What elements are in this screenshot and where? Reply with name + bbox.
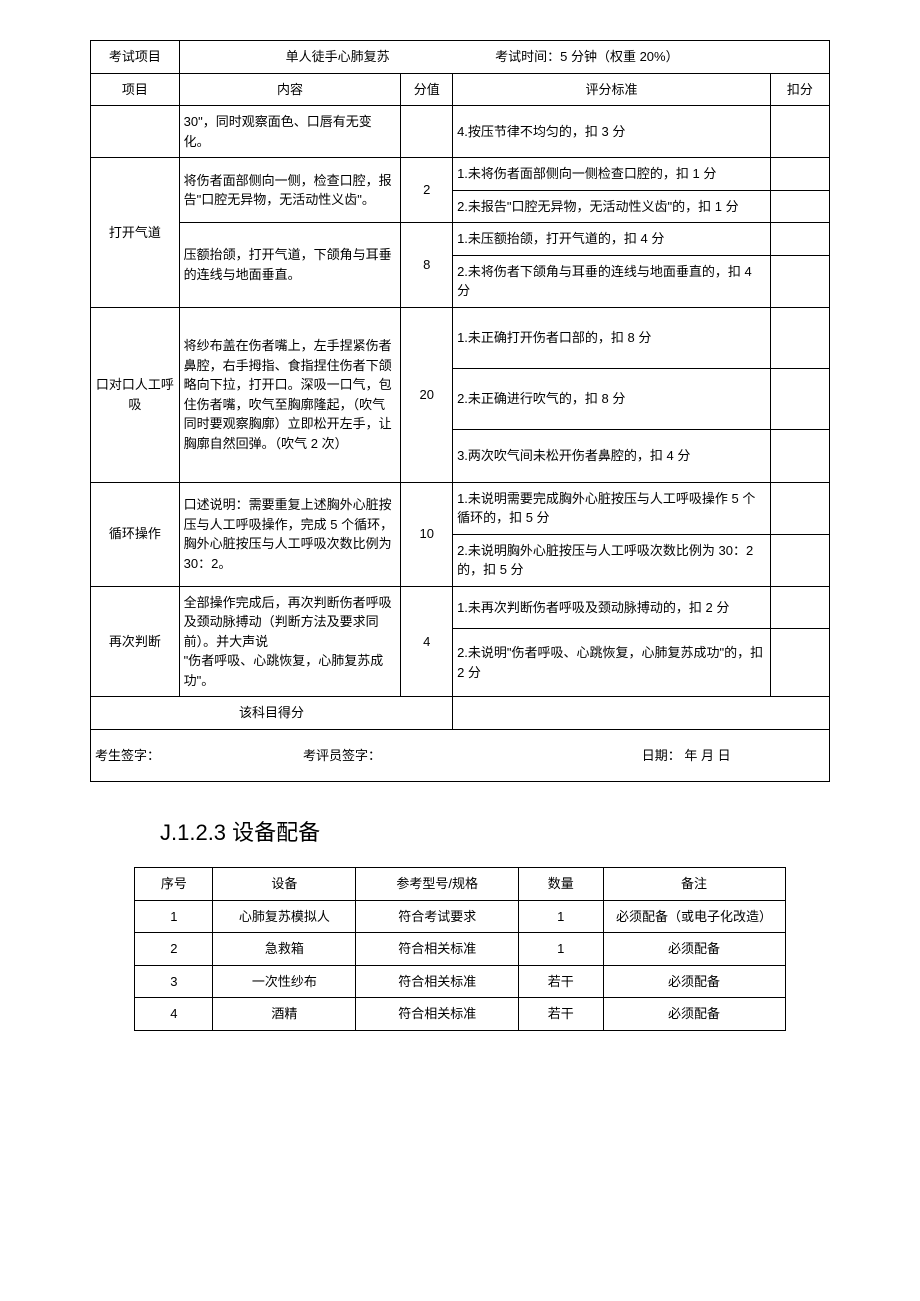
prev-project	[91, 106, 180, 158]
equip-h1: 序号	[135, 868, 213, 901]
sig-examiner: 考评员签字：	[303, 746, 551, 766]
equip-n: 1	[135, 900, 213, 933]
rescue-score: 20	[401, 307, 453, 482]
airway-deduct-2b	[770, 255, 829, 307]
airway-row-1a: 打开气道 将伤者面部侧向一侧，检查口腔，报告"口腔无异物，无活动性义齿"。 2 …	[91, 158, 830, 191]
airway-criteria-1b: 2.未报告"口腔无异物，无活动性义齿"的，扣 1 分	[453, 190, 771, 223]
rescue-criteria-1c: 3.两次吹气间未松开伤者鼻腔的，扣 4 分	[453, 429, 771, 482]
airway-row-2a: 压额抬颌，打开气道，下颌角与耳垂的连线与地面垂直。 8 1.未压额抬颌，打开气道…	[91, 223, 830, 256]
col-project: 项目	[91, 73, 180, 106]
exam-header-cell: 单人徒手心肺复苏 考试时间：5 分钟（权重 20%）	[179, 41, 829, 74]
equip-spec: 符合相关标准	[356, 933, 519, 966]
equip-note: 必须配备	[603, 933, 785, 966]
recheck-project: 再次判断	[91, 586, 180, 697]
equip-dev: 急救箱	[213, 933, 356, 966]
airway-score-2: 8	[401, 223, 453, 308]
equip-dev: 一次性纱布	[213, 965, 356, 998]
exam-item-label: 考试项目	[91, 41, 180, 74]
airway-score-1: 2	[401, 158, 453, 223]
col-score: 分值	[401, 73, 453, 106]
rescue-project: 口对口人工呼吸	[91, 307, 180, 482]
equip-qty: 若干	[519, 998, 604, 1031]
col-content: 内容	[179, 73, 401, 106]
sig-date: 日期： 年 月 日	[555, 746, 818, 766]
equip-n: 4	[135, 998, 213, 1031]
equip-dev: 酒精	[213, 998, 356, 1031]
prev-score	[401, 106, 453, 158]
cycle-deduct-1b	[770, 534, 829, 586]
equip-n: 2	[135, 933, 213, 966]
equip-note: 必须配备	[603, 998, 785, 1031]
airway-project: 打开气道	[91, 158, 180, 308]
prev-fragment-row: 30"，同时观察面色、口唇有无变化。 4.按压节律不均匀的，扣 3 分	[91, 106, 830, 158]
equip-n: 3	[135, 965, 213, 998]
recheck-score: 4	[401, 586, 453, 697]
equip-note: 必须配备（或电子化改造）	[603, 900, 785, 933]
equip-qty: 1	[519, 900, 604, 933]
cycle-criteria-1a: 1.未说明需要完成胸外心脏按压与人工呼吸操作 5 个循环的，扣 5 分	[453, 482, 771, 534]
col-deduct: 扣分	[770, 73, 829, 106]
recheck-criteria-1b: 2.未说明"伤者呼吸、心跳恢复，心肺复苏成功"的，扣 2 分	[453, 629, 771, 697]
equip-h2: 设备	[213, 868, 356, 901]
exam-item-value: 单人徒手心肺复苏	[184, 47, 492, 67]
cycle-row-1a: 循环操作 口述说明：需要重复上述胸外心脏按压与人工呼吸操作，完成 5 个循环，胸…	[91, 482, 830, 534]
col-criteria: 评分标准	[453, 73, 771, 106]
cycle-content: 口述说明：需要重复上述胸外心脏按压与人工呼吸操作，完成 5 个循环，胸外心脏按压…	[179, 482, 401, 586]
equip-dev: 心肺复苏模拟人	[213, 900, 356, 933]
equip-h3: 参考型号/规格	[356, 868, 519, 901]
equip-spec: 符合相关标准	[356, 965, 519, 998]
recheck-deduct-1a	[770, 586, 829, 629]
cycle-deduct-1a	[770, 482, 829, 534]
equip-row: 4 酒精 符合相关标准 若干 必须配备	[135, 998, 785, 1031]
cycle-project: 循环操作	[91, 482, 180, 586]
airway-deduct-1b	[770, 190, 829, 223]
equip-spec: 符合相关标准	[356, 998, 519, 1031]
signature-cell: 考生签字： 考评员签字： 日期： 年 月 日	[91, 729, 830, 782]
airway-criteria-2b: 2.未将伤者下颌角与耳垂的连线与地面垂直的，扣 4 分	[453, 255, 771, 307]
equip-header-row: 序号 设备 参考型号/规格 数量 备注	[135, 868, 785, 901]
column-header-row: 项目 内容 分值 评分标准 扣分	[91, 73, 830, 106]
cycle-criteria-1b: 2.未说明胸外心脏按压与人工呼吸次数比例为 30：2 的，扣 5 分	[453, 534, 771, 586]
prev-content: 30"，同时观察面色、口唇有无变化。	[179, 106, 401, 158]
recheck-content: 全部操作完成后，再次判断伤者呼吸及颈动脉搏动（判断方法及要求同前）。并大声说 "…	[179, 586, 401, 697]
prev-criteria: 4.按压节律不均匀的，扣 3 分	[453, 106, 771, 158]
equip-h5: 备注	[603, 868, 785, 901]
subject-score-label: 该科目得分	[91, 697, 453, 730]
section-heading: J.1.2.3 设备配备	[160, 816, 830, 849]
equip-row: 3 一次性纱布 符合相关标准 若干 必须配备	[135, 965, 785, 998]
prev-deduct	[770, 106, 829, 158]
equip-qty: 1	[519, 933, 604, 966]
equipment-table: 序号 设备 参考型号/规格 数量 备注 1 心肺复苏模拟人 符合考试要求 1 必…	[134, 867, 785, 1031]
rescue-deduct-1c	[770, 429, 829, 482]
equip-note: 必须配备	[603, 965, 785, 998]
rescue-criteria-1a: 1.未正确打开伤者口部的，扣 8 分	[453, 307, 771, 368]
rescue-deduct-1b	[770, 368, 829, 429]
recheck-deduct-1b	[770, 629, 829, 697]
equip-row: 2 急救箱 符合相关标准 1 必须配备	[135, 933, 785, 966]
airway-deduct-2a	[770, 223, 829, 256]
airway-content-2: 压额抬颌，打开气道，下颌角与耳垂的连线与地面垂直。	[179, 223, 401, 308]
rescue-row-1a: 口对口人工呼吸 将纱布盖在伤者嘴上，左手捏紧伤者鼻腔，右手拇指、食指捏住伤者下颌…	[91, 307, 830, 368]
airway-criteria-2a: 1.未压额抬颌，打开气道的，扣 4 分	[453, 223, 771, 256]
rescue-content: 将纱布盖在伤者嘴上，左手捏紧伤者鼻腔，右手拇指、食指捏住伤者下颌略向下拉，打开口…	[179, 307, 401, 482]
recheck-row-1a: 再次判断 全部操作完成后，再次判断伤者呼吸及颈动脉搏动（判断方法及要求同前）。并…	[91, 586, 830, 629]
recheck-criteria-1a: 1.未再次判断伤者呼吸及颈动脉搏动的，扣 2 分	[453, 586, 771, 629]
rescue-deduct-1a	[770, 307, 829, 368]
equip-row: 1 心肺复苏模拟人 符合考试要求 1 必须配备（或电子化改造）	[135, 900, 785, 933]
subject-score-value	[453, 697, 830, 730]
equip-qty: 若干	[519, 965, 604, 998]
signature-row: 考生签字： 考评员签字： 日期： 年 月 日	[91, 729, 830, 782]
airway-deduct-1a	[770, 158, 829, 191]
subject-score-row: 该科目得分	[91, 697, 830, 730]
sig-examinee: 考生签字：	[95, 746, 299, 766]
airway-content-1: 将伤者面部侧向一侧，检查口腔，报告"口腔无异物，无活动性义齿"。	[179, 158, 401, 223]
exam-time-label: 考试时间：5 分钟（权重 20%）	[495, 47, 816, 67]
equip-spec: 符合考试要求	[356, 900, 519, 933]
airway-criteria-1a: 1.未将伤者面部侧向一侧检查口腔的，扣 1 分	[453, 158, 771, 191]
scoring-table: 考试项目 单人徒手心肺复苏 考试时间：5 分钟（权重 20%） 项目 内容 分值…	[90, 40, 830, 782]
exam-header-row: 考试项目 单人徒手心肺复苏 考试时间：5 分钟（权重 20%）	[91, 41, 830, 74]
cycle-score: 10	[401, 482, 453, 586]
rescue-criteria-1b: 2.未正确进行吹气的，扣 8 分	[453, 368, 771, 429]
equip-h4: 数量	[519, 868, 604, 901]
